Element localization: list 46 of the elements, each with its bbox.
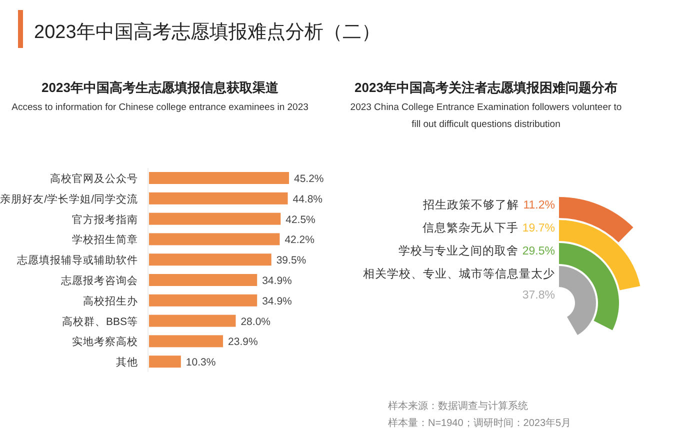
data-label: 42.2% xyxy=(284,234,314,246)
data-label: 23.9% xyxy=(228,336,258,348)
data-label: 28.0% xyxy=(240,316,271,328)
data-label: 34.9% xyxy=(262,275,292,287)
data-label: 11.2% xyxy=(523,200,555,212)
data-label: 37.8% xyxy=(522,290,555,302)
data-label: 42.5% xyxy=(286,214,316,226)
bar xyxy=(149,274,258,286)
bar xyxy=(149,356,181,368)
y-tick-label: 学校招生简章 xyxy=(72,233,138,246)
bar xyxy=(149,233,280,246)
chart-subtitle: 2023 China College Entrance Examination followers volunteer to xyxy=(350,102,622,113)
data-label: 45.2% xyxy=(294,173,324,185)
category-label: 信息繁杂无从下手 xyxy=(422,222,518,234)
chart-title: 2023年中国高考生志愿填报信息获取渠道 xyxy=(42,80,278,95)
data-label: 34.9% xyxy=(262,295,292,308)
data-label: 29.5% xyxy=(522,246,555,258)
data-label: 39.5% xyxy=(276,254,306,267)
text: 2023年中国高考志愿填报难点分析（二） xyxy=(34,21,380,43)
y-tick-label: 志愿报考咨询会 xyxy=(61,274,138,287)
category-label: 招生政策不够了解 xyxy=(423,200,520,212)
bar xyxy=(149,254,272,266)
data-label: 44.8% xyxy=(292,193,323,206)
bar xyxy=(149,314,236,327)
chart-title: 2023年中国高考关注者志愿填报困难问题分布 xyxy=(354,80,618,95)
y-tick-label: 高校招生办 xyxy=(83,294,138,308)
y-tick-label: 官方报考指南 xyxy=(72,212,138,226)
bar xyxy=(149,212,281,225)
y-tick-label: 亲朋好友/学长学姐/同学交流 xyxy=(0,192,138,206)
category-label: 学校与专业之间的取舍 xyxy=(398,246,518,258)
y-tick-label: 高校官网及公众号 xyxy=(50,172,138,185)
y-tick-label: 其他 xyxy=(116,356,138,369)
text: 样本量：N=1940；调研时间：2023年5月 xyxy=(388,417,572,429)
category-label: 相关学校、专业、城市等信息量太少 xyxy=(363,268,555,280)
text: 样本来源：数据调查与计算系统 xyxy=(388,400,528,412)
y-tick-label: 高校群、BBS等 xyxy=(62,314,138,328)
data-label: 19.7% xyxy=(522,222,555,234)
bar xyxy=(149,335,224,348)
data-label: 10.3% xyxy=(186,356,216,369)
bar xyxy=(149,172,289,184)
y-tick-label: 实地考察高校 xyxy=(72,335,138,348)
chart-subtitle: Access to information for Chinese college entrance examinees in 2023 xyxy=(12,102,308,113)
bar xyxy=(149,294,258,306)
chart-subtitle: fill out difficult questions distribution xyxy=(412,119,560,130)
bar xyxy=(149,192,288,204)
y-tick-label: 志愿填报辅导或辅助软件 xyxy=(17,254,138,267)
